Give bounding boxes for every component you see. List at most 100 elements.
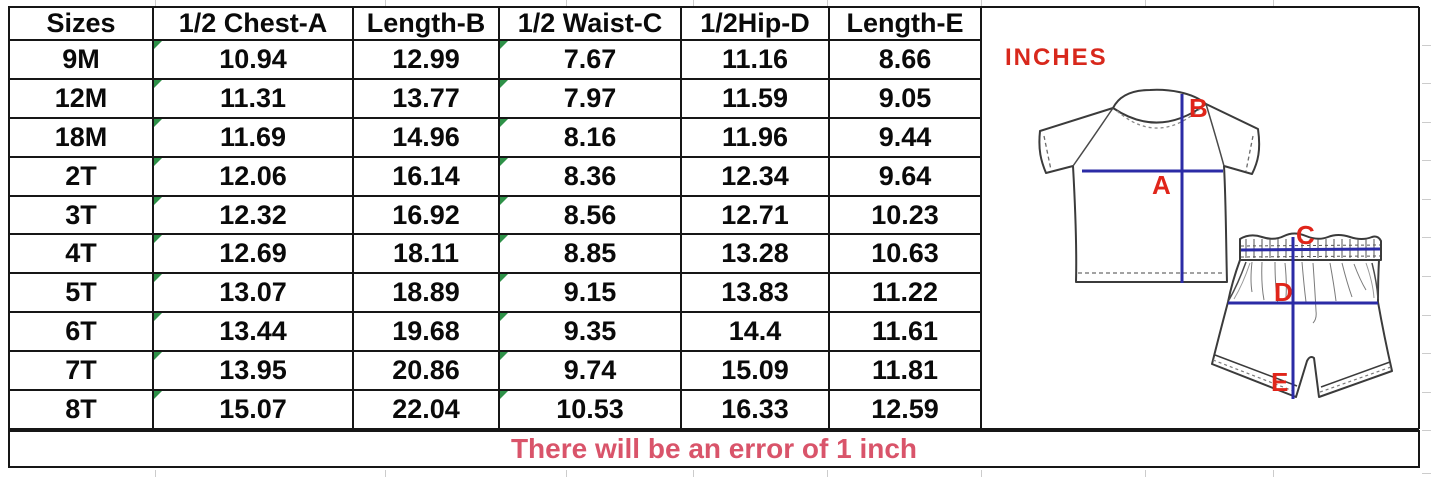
size-cell: 9M — [8, 39, 154, 80]
value-cell: 8.36 — [498, 155, 682, 197]
value-cell: 8.66 — [828, 39, 982, 80]
shorts-drawing — [1211, 232, 1393, 398]
gridline — [981, 0, 982, 6]
value-cell: 7.67 — [498, 39, 682, 80]
value-cell: 16.14 — [352, 155, 500, 197]
measure-label-a: A — [1152, 170, 1171, 200]
size-cell: 12M — [8, 77, 154, 119]
gridline — [1422, 237, 1431, 238]
size-cell: 7T — [8, 350, 154, 392]
value-cell: 11.31 — [152, 77, 354, 119]
number-stored-as-text-indicator — [155, 80, 162, 88]
size-cell: 3T — [8, 194, 154, 236]
size-cell: 6T — [8, 311, 154, 353]
gridline — [1145, 470, 1146, 477]
size-cell: 5T — [8, 272, 154, 314]
diagram-border — [980, 6, 1420, 430]
value-cell: 19.68 — [352, 311, 500, 353]
value-cell: 15.07 — [152, 389, 354, 430]
table-row: 2T 12.06 16.14 8.36 12.34 9.64 — [8, 155, 982, 197]
unit-label: INCHES — [1005, 44, 1108, 71]
gridline — [566, 0, 567, 6]
value-cell: 11.22 — [828, 272, 982, 314]
value-cell: 12.34 — [680, 155, 830, 197]
size-table-header-row: Sizes 1/2 Chest-A Length-B 1/2 Waist-C 1/2Hi… — [8, 6, 982, 41]
gridline — [827, 0, 828, 6]
number-stored-as-text-indicator — [155, 353, 162, 361]
measure-lines — [1082, 94, 1381, 399]
measure-label-c: C — [1296, 220, 1315, 250]
number-stored-as-text-indicator — [155, 392, 162, 400]
gridline — [1422, 353, 1431, 354]
number-stored-as-text-indicator — [501, 41, 508, 49]
value-cell: 12.32 — [152, 194, 354, 236]
gridline — [1422, 83, 1431, 84]
number-stored-as-text-indicator — [501, 158, 508, 166]
gridline — [1273, 0, 1274, 6]
gridline — [1422, 198, 1431, 200]
value-cell: 13.28 — [680, 233, 830, 275]
gridline — [1422, 160, 1431, 161]
value-cell: 13.83 — [680, 272, 830, 314]
value-cell: 14.4 — [680, 311, 830, 353]
measure-label-d: D — [1274, 277, 1293, 307]
number-stored-as-text-indicator — [155, 158, 162, 166]
garment-diagram-svg — [980, 6, 1420, 430]
table-row: 9M 10.94 12.99 7.67 11.16 8.66 — [8, 39, 982, 80]
gridline — [693, 470, 694, 477]
tolerance-note-row: There will be an error of 1 inch — [8, 430, 1420, 468]
value-cell: 20.86 — [352, 350, 500, 392]
measure-label-e: E — [1271, 367, 1289, 397]
value-cell: 16.92 — [352, 194, 500, 236]
measure-label-b: B — [1189, 93, 1208, 123]
table-row: 6T 13.44 19.68 9.35 14.4 11.61 — [8, 311, 982, 353]
table-row: 4T 12.69 18.11 8.85 13.28 10.63 — [8, 233, 982, 275]
value-cell: 8.56 — [498, 194, 682, 236]
size-cell: 2T — [8, 155, 154, 197]
value-cell: 11.16 — [680, 39, 830, 80]
column-header: 1/2 Chest-A — [152, 6, 354, 41]
number-stored-as-text-indicator — [501, 314, 508, 322]
number-stored-as-text-indicator — [501, 353, 508, 361]
value-cell: 13.07 — [152, 272, 354, 314]
value-cell: 9.05 — [828, 77, 982, 119]
gridline — [827, 470, 828, 477]
table-row: 3T 12.32 16.92 8.56 12.71 10.23 — [8, 194, 982, 236]
gridline — [1422, 121, 1431, 123]
value-cell: 9.15 — [498, 272, 682, 314]
value-cell: 9.44 — [828, 116, 982, 158]
number-stored-as-text-indicator — [155, 314, 162, 322]
value-cell: 13.95 — [152, 350, 354, 392]
value-cell: 12.71 — [680, 194, 830, 236]
value-cell: 8.85 — [498, 233, 682, 275]
value-cell: 22.04 — [352, 389, 500, 430]
value-cell: 16.33 — [680, 389, 830, 430]
gridline — [566, 470, 567, 477]
size-table-body: 9M 10.94 12.99 7.67 11.16 8.66 12M 11.31 13.77 7.… — [8, 39, 982, 430]
size-cell: 4T — [8, 233, 154, 275]
number-stored-as-text-indicator — [155, 197, 162, 205]
measurement-diagram: INCHES A B C D E — [980, 6, 1420, 430]
size-cell: 8T — [8, 389, 154, 430]
gridline — [1422, 391, 1431, 393]
gridline — [155, 0, 156, 6]
value-cell: 10.94 — [152, 39, 354, 80]
value-cell: 9.64 — [828, 155, 982, 197]
column-header: Length-B — [352, 6, 500, 41]
number-stored-as-text-indicator — [155, 236, 162, 244]
value-cell: 8.16 — [498, 116, 682, 158]
gridline — [1422, 473, 1431, 474]
measure-line-c — [1240, 247, 1381, 252]
table-row: 8T 15.07 22.04 10.53 16.33 12.59 — [8, 389, 982, 430]
table-row: 12M 11.31 13.77 7.97 11.59 9.05 — [8, 77, 982, 119]
value-cell: 12.69 — [152, 233, 354, 275]
value-cell: 18.11 — [352, 233, 500, 275]
table-row: 7T 13.95 20.86 9.74 15.09 11.81 — [8, 350, 982, 392]
column-header: Length-E — [828, 6, 982, 41]
gridline — [1145, 0, 1146, 6]
column-header: Sizes — [8, 6, 154, 41]
number-stored-as-text-indicator — [155, 41, 162, 49]
value-cell: 12.99 — [352, 39, 500, 80]
gridline — [385, 470, 386, 477]
